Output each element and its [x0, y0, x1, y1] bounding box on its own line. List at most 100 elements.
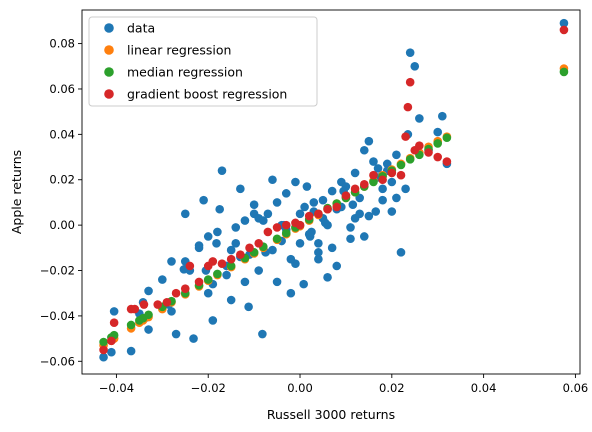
- data-point: [295, 209, 305, 219]
- data-point: [272, 198, 282, 207]
- data-point: [109, 318, 119, 328]
- data-point: [346, 234, 355, 244]
- data-point: [254, 238, 264, 248]
- data-point: [327, 186, 337, 196]
- data-point: [341, 191, 351, 200]
- data-point: [222, 270, 231, 280]
- data-point: [263, 209, 273, 219]
- data-point: [364, 211, 374, 221]
- data-point: [295, 238, 305, 248]
- data-point: [364, 136, 374, 146]
- y-tick-label: 0.04: [49, 127, 75, 141]
- legend-label: data: [127, 21, 155, 36]
- data-point: [396, 160, 406, 170]
- data-point: [359, 145, 369, 155]
- data-point: [240, 216, 250, 225]
- data-point: [272, 223, 282, 232]
- legend-label: gradient boost regression: [127, 87, 287, 102]
- data-point: [167, 307, 176, 316]
- data-point: [323, 204, 332, 214]
- data-point: [415, 114, 424, 123]
- data-point: [249, 200, 259, 210]
- data-point: [323, 273, 332, 282]
- x-tick-label: −0.02: [191, 381, 226, 395]
- plot-frame: [81, 9, 581, 375]
- data-point: [559, 25, 569, 35]
- data-point: [213, 227, 222, 237]
- data-point: [286, 288, 296, 298]
- x-tick-label: 0.04: [471, 381, 497, 395]
- data-point: [378, 175, 387, 185]
- data-point: [307, 227, 316, 237]
- data-point: [208, 316, 218, 325]
- data-point: [401, 132, 410, 141]
- data-point: [371, 207, 381, 216]
- data-point: [396, 170, 406, 180]
- data-point: [171, 288, 181, 298]
- data-point: [217, 166, 227, 175]
- data-point: [245, 243, 254, 253]
- data-point: [369, 157, 378, 166]
- data-point: [109, 307, 119, 316]
- data-point: [203, 232, 213, 241]
- data-point: [236, 184, 245, 194]
- legend-marker: [104, 23, 114, 33]
- data-point: [314, 238, 323, 248]
- data-point: [438, 111, 447, 121]
- data-point: [281, 220, 291, 230]
- points-layer: [99, 18, 569, 362]
- x-axis-label: Russell 3000 returns: [267, 407, 395, 422]
- data-point: [378, 195, 387, 205]
- data-point: [359, 179, 369, 189]
- data-point: [433, 139, 443, 148]
- data-point: [559, 67, 569, 77]
- data-point: [442, 133, 452, 143]
- data-point: [314, 209, 323, 219]
- data-point: [405, 77, 415, 87]
- data-point: [387, 168, 397, 178]
- data-point: [217, 259, 227, 269]
- data-point: [415, 141, 424, 151]
- data-point: [373, 164, 383, 173]
- data-point: [231, 238, 241, 248]
- data-point: [433, 152, 443, 162]
- data-point: [387, 207, 397, 216]
- series-3: [99, 25, 569, 355]
- data-point: [327, 243, 337, 253]
- data-point: [226, 261, 236, 271]
- data-point: [203, 275, 213, 284]
- data-point: [369, 170, 378, 180]
- data-point: [403, 102, 413, 112]
- data-point: [107, 347, 116, 357]
- data-point: [350, 184, 360, 194]
- data-point: [359, 232, 369, 241]
- legend-label: linear regression: [127, 43, 231, 58]
- legend: data linear regression median regression gr…: [88, 16, 318, 107]
- data-point: [387, 177, 397, 187]
- data-point: [107, 336, 116, 346]
- data-point: [180, 284, 190, 293]
- data-point: [295, 220, 305, 230]
- x-tick-label: 0.06: [563, 381, 589, 395]
- data-point: [355, 209, 364, 219]
- data-point: [378, 184, 387, 194]
- data-point: [268, 175, 277, 185]
- data-point: [144, 325, 153, 334]
- data-point: [212, 238, 221, 248]
- legend-marker: [104, 67, 114, 77]
- data-point: [153, 300, 163, 309]
- data-point: [236, 250, 245, 259]
- data-point: [559, 18, 569, 28]
- data-point: [348, 200, 358, 210]
- y-tick-label: −0.06: [40, 354, 75, 368]
- data-point: [396, 248, 406, 257]
- legend-marker: [104, 45, 114, 55]
- data-point: [314, 254, 323, 264]
- data-point: [320, 218, 330, 228]
- data-point: [286, 254, 296, 264]
- data-point: [203, 288, 213, 298]
- data-point: [158, 275, 167, 284]
- data-point: [208, 257, 218, 266]
- data-point: [126, 346, 136, 356]
- legend-box: [88, 16, 318, 107]
